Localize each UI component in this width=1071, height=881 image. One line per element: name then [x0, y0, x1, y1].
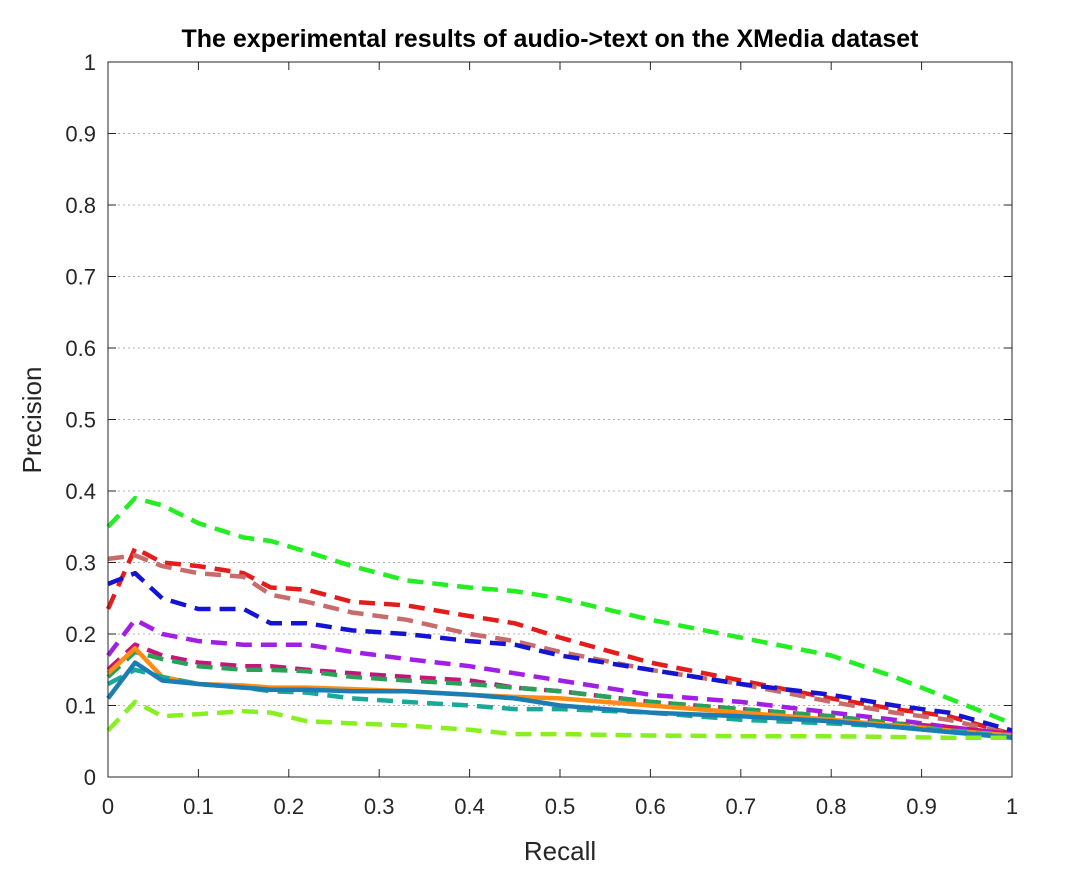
series-line-1: [106, 495, 1013, 726]
x-tick-label: 0.6: [635, 794, 666, 819]
x-tick-label: 0.4: [454, 794, 485, 819]
y-tick-labels: 0 0.1 0.2 0.3 0.4 0.5 0.6 0.7 0.8 0.9 1: [65, 50, 96, 790]
x-tick-label: 0.3: [364, 794, 395, 819]
y-tick-label: 0.8: [65, 193, 96, 218]
x-tick-label: 0.9: [906, 794, 937, 819]
x-tick-label: 0.8: [816, 794, 847, 819]
series-line-3: [107, 553, 1013, 737]
y-tick-label: 0.3: [65, 551, 96, 576]
series-lines: [105, 495, 1013, 740]
series-line-2: [105, 545, 1013, 737]
x-tick-label: 0: [102, 794, 114, 819]
x-tick-label: 0.5: [545, 794, 576, 819]
x-tick-labels: 0 0.1 0.2 0.3 0.4 0.5 0.6 0.7 0.8 0.9 1: [102, 794, 1018, 819]
series-line-5: [106, 617, 1013, 737]
series-line-4: [107, 570, 1013, 733]
y-tick-label: 0.4: [65, 479, 96, 504]
y-tick-label: 0.5: [65, 408, 96, 433]
axis-ticks: [107, 61, 1013, 778]
y-tick-label: 0: [84, 765, 96, 790]
x-tick-label: 0.2: [274, 794, 305, 819]
y-tick-label: 0.2: [65, 622, 96, 647]
y-tick-label: 0.7: [65, 265, 96, 290]
x-tick-label: 1: [1006, 794, 1018, 819]
x-tick-label: 0.7: [726, 794, 757, 819]
y-tick-label: 0.9: [65, 122, 96, 147]
series-line-11: [106, 699, 1012, 740]
y-tick-label: 0.6: [65, 336, 96, 361]
series-line-10: [106, 660, 1013, 740]
y-axis-label: Precision: [17, 367, 47, 474]
chart-title: The experimental results of audio->text …: [182, 25, 920, 53]
y-tick-label: 0.1: [65, 694, 96, 719]
x-axis-label: Recall: [524, 836, 596, 866]
grid-lines: [108, 133, 1012, 706]
y-tick-label: 1: [84, 50, 96, 75]
x-tick-label: 0.1: [183, 794, 214, 819]
